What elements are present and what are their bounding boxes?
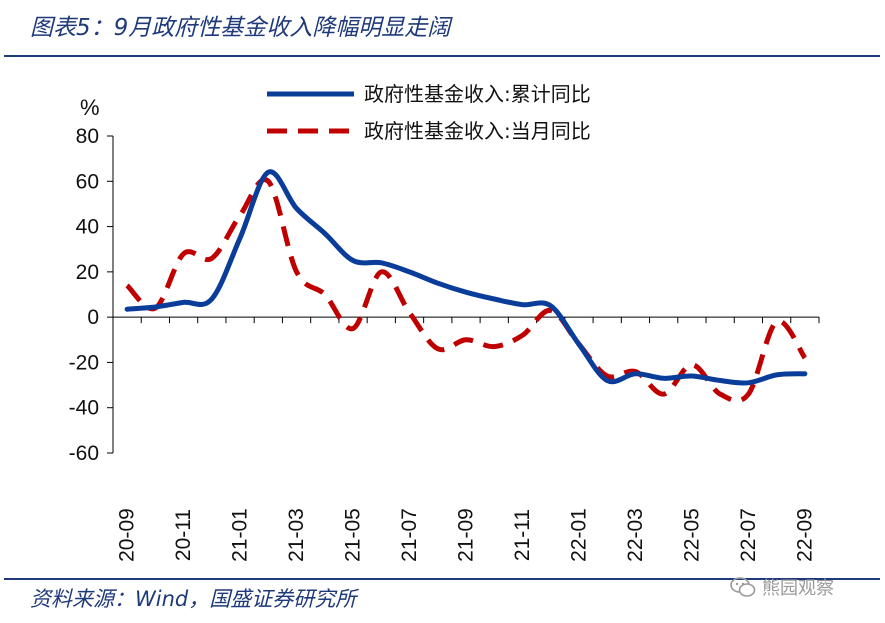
x-tick-label: 21-01 <box>229 508 252 562</box>
x-tick-label: 21-03 <box>285 508 308 562</box>
x-tick-label: 21-07 <box>398 508 421 562</box>
y-tick-label: 60 <box>76 170 99 193</box>
x-tick-label: 21-05 <box>342 508 365 562</box>
x-tick-label: 21-11 <box>511 509 534 561</box>
y-axis-unit: % <box>80 95 100 120</box>
legend-label: 政府性基金收入:当月同比 <box>364 119 591 143</box>
x-tick-label: 20-11 <box>172 509 195 561</box>
y-tick-label: 0 <box>87 306 99 329</box>
wechat-icon <box>730 576 756 598</box>
x-tick-label: 22-01 <box>567 508 590 562</box>
x-tick-label: 21-09 <box>455 508 478 562</box>
y-tick-label: -60 <box>69 442 99 465</box>
series-cumulative-yoy-line <box>127 172 805 383</box>
source-note: 资料来源：Wind，国盛证券研究所 <box>30 583 356 613</box>
y-tick-label: 20 <box>76 261 99 284</box>
y-tick-label: 80 <box>76 125 99 148</box>
x-tick-label: 22-09 <box>793 508 816 562</box>
x-tick-label: 22-07 <box>737 508 760 562</box>
legend-label: 政府性基金收入:累计同比 <box>364 82 591 106</box>
y-tick-label: -40 <box>69 397 99 420</box>
y-tick-label: -20 <box>69 351 99 374</box>
watermark-text: 熊园观察 <box>762 574 834 600</box>
line-chart: 80 60 40 20 0 -20 -40 -60% 20-09 20-11 21-01 21-03 2… <box>0 0 885 575</box>
watermark: 熊园观察 <box>730 574 834 600</box>
y-tick-label: 40 <box>76 216 99 239</box>
x-tick-label: 22-03 <box>624 508 647 562</box>
x-tick-label: 22-05 <box>680 508 703 562</box>
x-tick-label: 20-09 <box>116 508 139 562</box>
